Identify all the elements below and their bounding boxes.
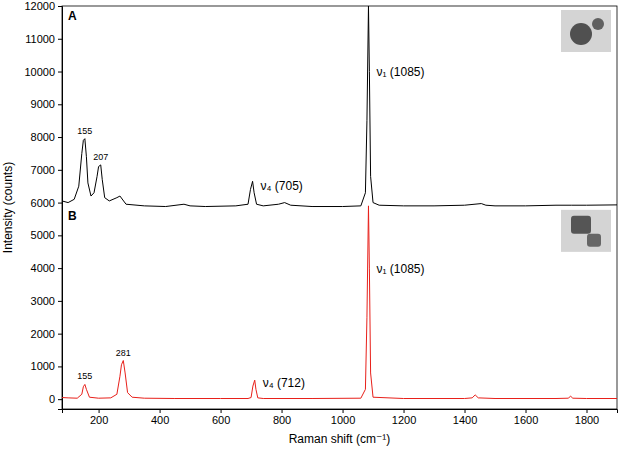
x-tick: 1200 <box>392 409 416 426</box>
y-tick-mark <box>58 301 62 302</box>
plot-frame <box>62 6 617 409</box>
peak-annotation: 281 <box>116 348 131 358</box>
x-tick-mark <box>404 409 405 413</box>
x-tick-mark <box>282 409 283 413</box>
y-tick: 11000 <box>25 33 62 45</box>
y-tick-label: 7000 <box>31 164 55 176</box>
x-tick-mark <box>465 409 466 413</box>
inset-particle <box>571 216 591 234</box>
inset-image <box>561 210 611 252</box>
peak-annotation: 155 <box>77 371 92 381</box>
y-tick-label: 9000 <box>31 98 55 110</box>
x-tick-label: 1200 <box>392 414 416 426</box>
y-tick: 10000 <box>24 66 62 78</box>
peak-annotation: ν₄ (705) <box>261 179 303 193</box>
y-tick-mark <box>58 366 62 367</box>
inset-particle <box>570 23 592 45</box>
y-tick-mark <box>58 235 62 236</box>
y-tick-label: 11000 <box>25 33 55 45</box>
x-axis-line <box>63 410 618 414</box>
x-tick-label: 600 <box>212 414 230 426</box>
y-tick-label: 1000 <box>31 360 55 372</box>
plot-area: 2004006008001000120014001600180001000200… <box>24 0 617 426</box>
y-tick-label: 10000 <box>24 66 55 78</box>
x-tick-label: 1400 <box>453 414 477 426</box>
x-tick-label: 1600 <box>514 414 538 426</box>
x-tick-label: 400 <box>151 414 169 426</box>
peak-annotation: 155 <box>77 126 92 136</box>
spectrum-line <box>62 206 617 399</box>
series-label: B <box>68 209 77 223</box>
x-tick-mark <box>221 409 222 413</box>
peak-annotation: ν₁ (1085) <box>376 262 424 276</box>
x-tick-mark <box>587 409 588 413</box>
series-group <box>62 6 617 399</box>
y-tick: 0 <box>49 393 62 405</box>
x-tick-label: 200 <box>90 414 108 426</box>
y-tick-mark <box>58 39 62 40</box>
y-tick-label: 8000 <box>31 131 55 143</box>
x-tick: 1400 <box>453 409 477 426</box>
y-tick: 8000 <box>31 131 62 143</box>
peak-annotation: ν₄ (712) <box>263 376 305 390</box>
y-tick-label: 12000 <box>24 0 55 12</box>
y-tick-mark <box>58 72 62 73</box>
y-tick-mark <box>58 170 62 171</box>
x-tick-label: 1800 <box>575 414 599 426</box>
y-axis: 0 1000 2000 3000 4000 5000 6000 7000 8000 9000 100… <box>24 0 62 409</box>
y-tick: 5000 <box>31 229 62 241</box>
chart: 2004006008001000120014001600180001000200… <box>0 0 625 449</box>
x-axis: 200 400 600 800 1000 1200 1400 1600 1800 <box>63 409 618 426</box>
peak-annotation: 207 <box>93 152 108 162</box>
y-tick: 3000 <box>31 295 62 307</box>
y-tick-label: 0 <box>49 393 55 405</box>
y-tick-label: 5000 <box>31 229 55 241</box>
inset-background <box>561 10 611 52</box>
y-tick-mark <box>58 268 62 269</box>
x-tick: 1600 <box>514 409 538 426</box>
inset-particle <box>587 234 601 247</box>
inset-particle <box>592 18 604 30</box>
y-axis-line <box>58 7 63 410</box>
inset-image <box>561 10 611 52</box>
y-tick-label: 3000 <box>31 295 55 307</box>
y-tick-label: 4000 <box>31 262 55 274</box>
x-tick: 200 <box>90 409 108 426</box>
y-tick-label: 6000 <box>31 197 55 209</box>
x-tick-mark <box>99 409 100 413</box>
x-tick-mark <box>343 409 344 413</box>
series-label: A <box>68 9 77 23</box>
y-tick: 7000 <box>31 164 62 176</box>
spectrum-line <box>62 6 617 207</box>
y-tick: 4000 <box>31 262 62 274</box>
x-tick-mark <box>160 409 161 413</box>
y-tick: 6000 <box>31 197 62 209</box>
x-tick: 1000 <box>331 409 355 426</box>
y-tick-mark <box>58 137 62 138</box>
peak-annotation: ν₁ (1085) <box>376 65 424 79</box>
x-tick: 800 <box>273 409 291 426</box>
labels: A B 155 207 ν₄ (705) ν₁ (1085) 155 281 ν₄ (712) ν… <box>68 9 425 390</box>
y-tick: 9000 <box>31 98 62 110</box>
y-tick-mark <box>58 334 62 335</box>
y-tick-mark <box>58 6 62 7</box>
x-tick-label: 800 <box>273 414 291 426</box>
x-tick: 1800 <box>575 409 599 426</box>
y-tick-label: 2000 <box>31 328 55 340</box>
y-tick: 12000 <box>24 0 62 12</box>
x-axis-title: Raman shift (cm⁻¹) <box>289 432 391 446</box>
y-tick-mark <box>58 203 62 204</box>
x-tick-mark <box>526 409 527 413</box>
y-tick: 2000 <box>31 328 62 340</box>
x-tick: 400 <box>151 409 169 426</box>
inset-background <box>561 210 611 252</box>
y-tick-mark <box>58 104 62 105</box>
y-tick: 1000 <box>31 360 62 372</box>
y-axis-title: Intensity (counts) <box>1 162 15 253</box>
y-tick-mark <box>58 399 62 400</box>
x-tick-label: 1000 <box>331 414 355 426</box>
x-tick: 600 <box>212 409 230 426</box>
